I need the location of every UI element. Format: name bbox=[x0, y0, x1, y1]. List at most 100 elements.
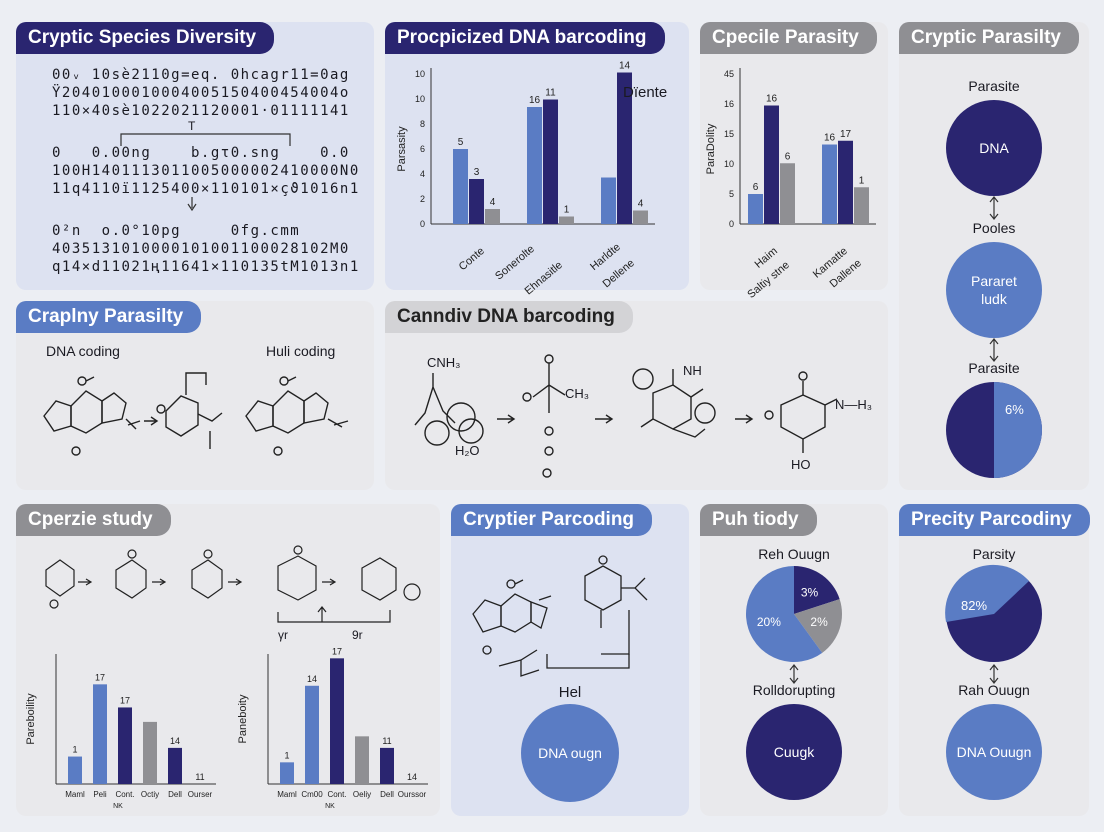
panel-title: Cryptic Parasilty bbox=[899, 22, 1079, 54]
bar bbox=[68, 756, 82, 784]
pie-chart-reh-ouugn: 3% 2% 20% bbox=[746, 566, 842, 662]
category-label: Sonerolte bbox=[493, 243, 537, 282]
bar bbox=[485, 209, 500, 224]
pie-slice-blue bbox=[945, 564, 1029, 622]
panel-title: Craplny Parasilty bbox=[16, 301, 202, 333]
y-tick-label: 8 bbox=[420, 119, 425, 129]
category-label: Cont. bbox=[327, 790, 346, 799]
bar bbox=[633, 210, 648, 224]
label-cnh3: CNH₃ bbox=[427, 355, 461, 370]
panel-title: Canndiv DNA barcoding bbox=[385, 301, 633, 333]
bar bbox=[330, 658, 344, 784]
label-parasite: Parasite bbox=[968, 78, 1020, 94]
y-tick-label: 2 bbox=[420, 194, 425, 204]
bar bbox=[168, 747, 182, 784]
bar-value-label: 11 bbox=[545, 88, 556, 99]
y-tick-label: 16 bbox=[724, 99, 734, 109]
y-tick-label: 0 bbox=[420, 219, 425, 229]
sequence-line: Ÿ2040100010004005150400454004o bbox=[52, 85, 350, 101]
sequence-line: 4035131010000101001100028102M0 bbox=[52, 241, 350, 257]
panel-title: Procpicized DNA barcoding bbox=[385, 22, 665, 54]
category-label: Cm00 bbox=[301, 790, 323, 799]
chart-annotation: Dїente bbox=[623, 84, 668, 101]
bar-value-label: 11 bbox=[195, 772, 204, 782]
bar bbox=[280, 762, 294, 784]
sequence-line: 0²n o.0°10pg 0fg.cmm bbox=[52, 223, 301, 239]
y-tick-label: 5 bbox=[729, 189, 734, 199]
bar-value-label: 1 bbox=[284, 750, 289, 760]
bar bbox=[543, 99, 558, 224]
bar bbox=[527, 107, 542, 224]
y-axis-title: Paneboity bbox=[237, 694, 249, 743]
label-pooles: Pooles bbox=[972, 220, 1016, 236]
category-label: Peli bbox=[93, 790, 107, 799]
bar bbox=[780, 163, 795, 224]
bar bbox=[305, 685, 319, 784]
bar bbox=[143, 721, 157, 784]
y-tick-label: 10 bbox=[415, 94, 425, 104]
bar-value-label: 11 bbox=[382, 736, 391, 746]
bar-value-label: 17 bbox=[840, 129, 852, 140]
y-tick-label: 10 bbox=[415, 69, 425, 79]
category-label: Ourser bbox=[188, 790, 213, 799]
connector-arrows bbox=[989, 196, 999, 362]
bar bbox=[838, 140, 853, 224]
category-label: Saltiy stne bbox=[745, 259, 792, 301]
molecule-diagram bbox=[472, 555, 648, 677]
bar-value-label: 16 bbox=[529, 95, 541, 106]
sequence-line: 110×40ѕѐ1022021120001·01111141 bbox=[52, 103, 350, 119]
category-label: Cont. bbox=[115, 790, 134, 799]
y-tick-label: 0 bbox=[729, 219, 734, 229]
bar-value-label: 16 bbox=[824, 133, 836, 144]
panel-craplny-parasilty: Craplny Parasilty DNA coding Huli coding bbox=[16, 301, 374, 490]
label-h2o: H₂O bbox=[455, 443, 480, 458]
dna-circle: DNA bbox=[946, 100, 1042, 196]
category-label: Conte bbox=[457, 245, 487, 273]
bar bbox=[748, 194, 763, 224]
panel-title: Puh tiody bbox=[700, 504, 817, 536]
pararet-circle: Pararet ludk bbox=[946, 242, 1042, 338]
panel-cryptic-parasilty: Cryptic Parasilty Parasite DNA Pooles Pa… bbox=[899, 22, 1089, 490]
label-rolldorupting: Rolldorupting bbox=[752, 682, 836, 698]
label-rah-ouugn: Rah Ouugn bbox=[958, 682, 1030, 698]
panel-title: Cryptic Species Diversity bbox=[16, 22, 275, 54]
molecule-diagram bbox=[43, 372, 349, 456]
dna-ouugn-circle: DNA Ouugn bbox=[946, 704, 1042, 800]
axis-sublabel: NK bbox=[325, 803, 335, 810]
sequence-bracket bbox=[120, 133, 291, 212]
panel-precity-parcodiny: Precity Parcodiny Parsity 82% Rah Ouugn … bbox=[899, 504, 1090, 816]
bar bbox=[355, 736, 369, 784]
sequence-line: 100H1401113011005000002410000N0 bbox=[52, 163, 360, 179]
bar-value-label: 3 bbox=[474, 167, 480, 178]
bar bbox=[559, 216, 574, 224]
panel-puh-tiody: Puh tiody Reh Ouugn 3% 2% 20% Rolldoruptin… bbox=[700, 504, 888, 816]
bar-value-label: 5 bbox=[458, 137, 464, 148]
bar bbox=[601, 177, 616, 224]
panel-procpicized-dna-barcoding: Procpicized DNA barcoding 10 10 8 6 4 2 0 Parsa… bbox=[385, 22, 689, 297]
pie-slice bbox=[794, 566, 840, 614]
sequence-line: 0 0.00ng b.gτ0.sng 0.0 bbox=[52, 145, 350, 161]
y-tick-label: 15 bbox=[724, 129, 734, 139]
panel-cpecile-parasity: Cpecile Parasity 45 16 15 10 5 0 ParaDolity 6 16… bbox=[700, 22, 888, 301]
reaction-pathway bbox=[45, 545, 421, 623]
pie-slice bbox=[794, 599, 842, 653]
bar-value-label: 1 bbox=[564, 205, 570, 216]
bar bbox=[469, 179, 484, 224]
category-label: Maml bbox=[277, 790, 297, 799]
panel-title: Cpecile Parasity bbox=[700, 22, 877, 54]
category-label: Oeliy bbox=[353, 790, 371, 799]
label-parasite-2: Parasite bbox=[968, 360, 1020, 376]
bar bbox=[764, 105, 779, 224]
bar bbox=[453, 149, 468, 224]
reaction-diagram bbox=[414, 354, 838, 478]
bar-value-label: 6 bbox=[785, 151, 791, 162]
category-label: Ourssor bbox=[398, 790, 427, 799]
pie-chart-parasite bbox=[946, 382, 1042, 478]
bar bbox=[822, 144, 837, 224]
bar-chart-pareboility: Pareboility 1 Maml 17 Peli 17 Cont. Octiy 14 Dell… bbox=[25, 654, 216, 810]
panel-cryptic-species-diversity: Cryptic Species Diversity 00ᵥ 10ѕѐ2110g=… bbox=[16, 22, 374, 290]
label-huli-coding: Huli coding bbox=[266, 343, 336, 359]
pie-slice-blue bbox=[994, 382, 1042, 478]
sequence-line: q14×d11021ң11641×110135tM1013n1 bbox=[52, 259, 360, 275]
cuugk-circle: Cuugk bbox=[746, 704, 842, 800]
